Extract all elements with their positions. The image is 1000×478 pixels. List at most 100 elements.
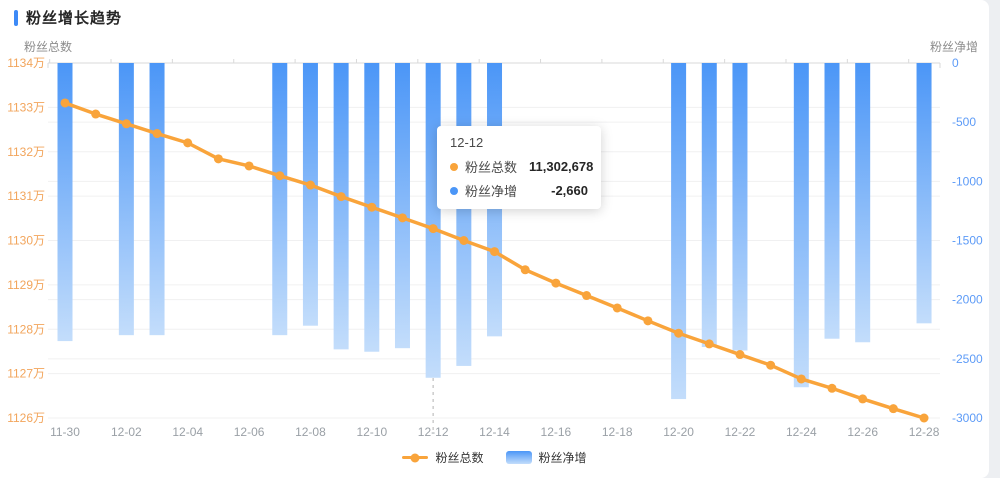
tooltip-net-label: 粉丝净增 <box>465 184 518 199</box>
tooltip-total-value: 11,302,678 <box>529 159 594 174</box>
title-marker <box>14 9 18 26</box>
tooltip-total-dot-icon <box>450 162 458 171</box>
net-increase-bar[interactable] <box>57 63 73 342</box>
right-axis-name: 粉丝净增 <box>929 40 978 54</box>
net-increase-bar[interactable] <box>732 63 748 351</box>
total-fans-point[interactable] <box>582 291 592 301</box>
legend-net-label: 粉丝净增 <box>538 451 587 465</box>
y-axis-label-left: 1133万 <box>7 100 45 114</box>
x-axis-label: 12-24 <box>786 425 817 439</box>
total-fans-point[interactable] <box>152 129 162 139</box>
x-axis-label: 12-04 <box>172 425 203 439</box>
y-axis-label-right: -1500 <box>952 234 983 248</box>
y-axis-label-left: 1126万 <box>7 411 45 425</box>
page-title: 粉丝增长趋势 <box>26 10 123 27</box>
net-increase-bar[interactable] <box>456 63 472 366</box>
net-increase-bar[interactable] <box>793 63 809 388</box>
total-fans-point[interactable] <box>704 339 714 349</box>
y-axis-label-left: 1134万 <box>7 56 45 70</box>
total-fans-point[interactable] <box>428 224 438 234</box>
y-axis-label-right: -2000 <box>952 293 983 307</box>
legend: 粉丝总数 粉丝净增 <box>0 449 989 466</box>
y-axis-label-left: 1132万 <box>7 145 45 159</box>
y-axis-label-left: 1130万 <box>7 234 45 248</box>
x-axis-label: 12-06 <box>234 425 265 439</box>
tooltip: 12-12 粉丝总数 11,302,678 粉丝净增 -2,660 <box>437 126 601 209</box>
legend-item-net[interactable]: 粉丝净增 <box>505 449 587 466</box>
chart-header: 粉丝增长趋势 <box>14 7 122 28</box>
total-fans-point[interactable] <box>397 213 407 223</box>
x-axis-label: 12-02 <box>111 425 142 439</box>
total-fans-point[interactable] <box>336 192 346 202</box>
total-fans-point[interactable] <box>735 350 745 360</box>
total-fans-point[interactable] <box>643 316 653 326</box>
left-axis-name: 粉丝总数 <box>24 40 73 54</box>
net-increase-bar[interactable] <box>149 63 165 336</box>
x-axis-label: 12-26 <box>847 425 878 439</box>
x-axis-label: 12-18 <box>602 425 633 439</box>
total-fans-point[interactable] <box>674 328 684 338</box>
total-fans-point[interactable] <box>367 202 377 212</box>
tooltip-net-row: 粉丝净增 -2,660 <box>450 181 588 200</box>
net-increase-bar[interactable] <box>916 63 932 324</box>
total-fans-point[interactable] <box>91 109 101 119</box>
x-axis-label: 12-22 <box>725 425 756 439</box>
y-axis-label-right: 0 <box>952 56 959 70</box>
total-fans-point[interactable] <box>796 374 806 384</box>
net-increase-bar[interactable] <box>333 63 349 350</box>
x-axis-label: 12-10 <box>356 425 387 439</box>
tooltip-total-row: 粉丝总数 11,302,678 <box>450 157 593 176</box>
x-axis-label: 12-14 <box>479 425 510 439</box>
tooltip-date: 12-12 <box>450 135 484 150</box>
legend-total-label: 粉丝总数 <box>435 451 484 465</box>
total-fans-point[interactable] <box>520 265 530 275</box>
total-fans-point[interactable] <box>888 404 898 414</box>
total-fans-point[interactable] <box>275 171 285 181</box>
total-fans-point[interactable] <box>858 394 868 404</box>
net-increase-bar[interactable] <box>118 63 134 336</box>
legend-line-icon <box>402 453 429 462</box>
net-increase-bar[interactable] <box>671 63 687 400</box>
total-fans-point[interactable] <box>612 303 622 313</box>
y-axis-label-right: -1000 <box>952 174 983 188</box>
y-axis-label-left: 1127万 <box>7 367 45 381</box>
y-axis-label-right: -2500 <box>952 352 983 366</box>
total-fans-point[interactable] <box>490 247 500 257</box>
x-axis-label: 12-28 <box>909 425 940 439</box>
net-increase-bar[interactable] <box>425 63 441 378</box>
total-fans-point[interactable] <box>459 236 469 245</box>
total-fans-point[interactable] <box>827 383 837 393</box>
net-increase-bar[interactable] <box>302 63 318 326</box>
y-axis-label-right: -3000 <box>952 411 983 425</box>
tooltip-total-label: 粉丝总数 <box>465 160 518 175</box>
total-fans-point[interactable] <box>60 98 70 108</box>
total-fans-point[interactable] <box>213 154 223 164</box>
net-increase-bar[interactable] <box>272 63 288 336</box>
y-axis-label-left: 1129万 <box>7 278 45 292</box>
total-fans-point[interactable] <box>244 161 254 171</box>
total-fans-point[interactable] <box>919 413 929 423</box>
legend-bar-icon <box>505 451 532 464</box>
net-increase-bar[interactable] <box>701 63 717 347</box>
y-axis-label-left: 1131万 <box>7 189 45 203</box>
x-axis-label: 12-16 <box>541 425 572 439</box>
net-increase-bar[interactable] <box>824 63 840 339</box>
total-fans-point[interactable] <box>121 119 131 129</box>
y-axis-label-right: -500 <box>952 115 976 129</box>
x-axis-label: 12-20 <box>663 425 694 439</box>
x-axis-label: 11-30 <box>50 425 80 439</box>
net-increase-bar[interactable] <box>855 63 871 343</box>
tooltip-net-dot-icon <box>450 186 458 195</box>
legend-item-total[interactable]: 粉丝总数 <box>402 449 484 466</box>
x-axis-label: 12-12 <box>418 425 449 439</box>
total-fans-point[interactable] <box>551 278 561 288</box>
total-fans-point[interactable] <box>305 180 315 190</box>
net-increase-bar[interactable] <box>394 63 410 349</box>
y-axis-label-left: 1128万 <box>7 322 45 336</box>
tooltip-net-value: -2,660 <box>551 183 588 198</box>
total-fans-point[interactable] <box>183 138 193 148</box>
total-fans-point[interactable] <box>766 360 776 370</box>
